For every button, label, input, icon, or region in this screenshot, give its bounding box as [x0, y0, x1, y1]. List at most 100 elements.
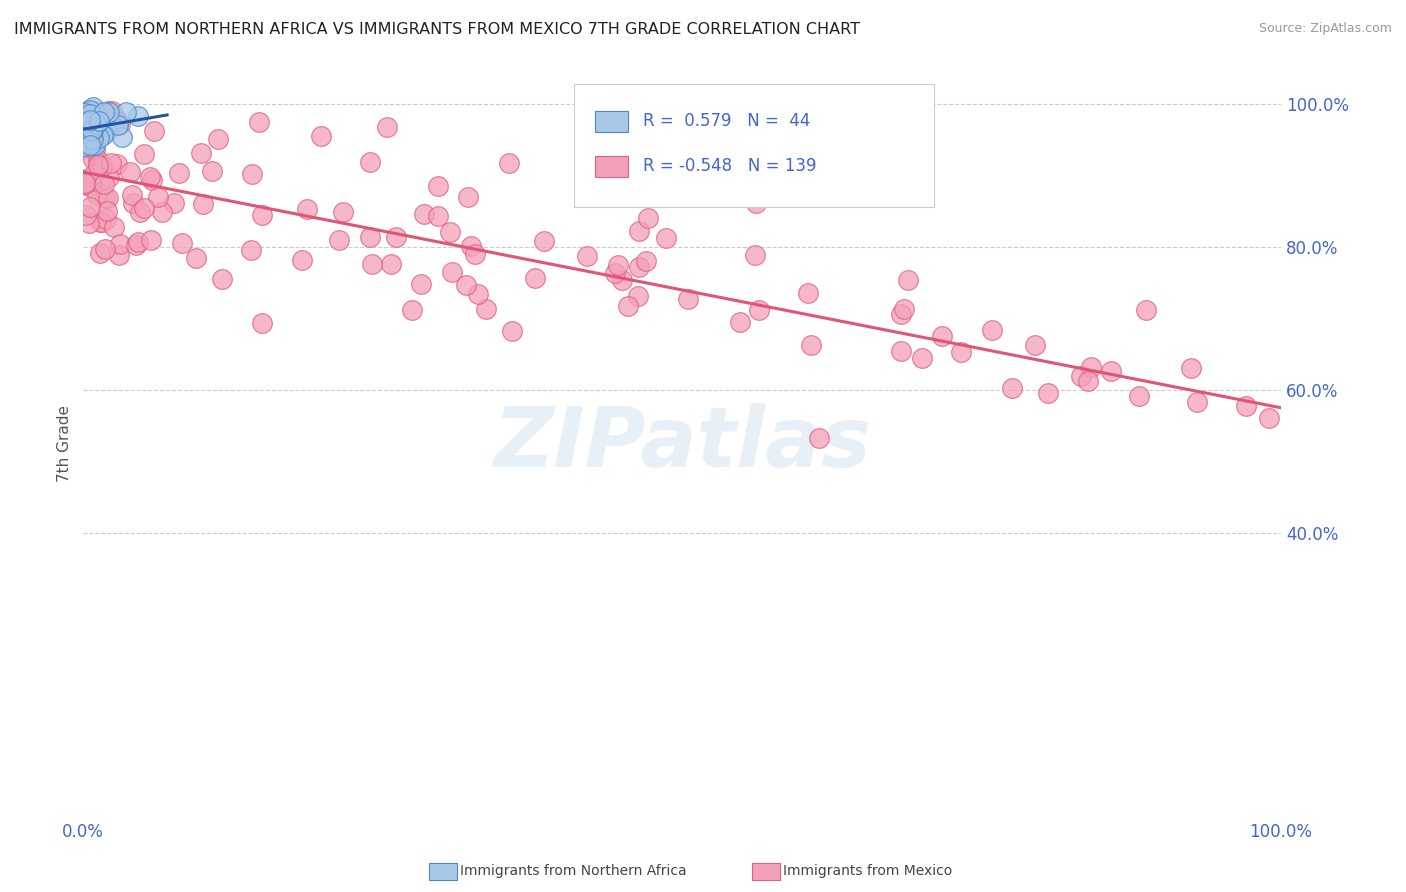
Point — [655, 231, 678, 245]
Point — [77, 179, 100, 194]
Point — [103, 219, 125, 234]
Point — [80, 174, 103, 188]
Point — [533, 234, 555, 248]
Point — [748, 302, 770, 317]
Point — [79, 137, 101, 152]
Point — [1185, 395, 1208, 409]
Point — [150, 204, 173, 219]
Point — [501, 324, 523, 338]
Text: Source: ZipAtlas.com: Source: ZipAtlas.com — [1258, 22, 1392, 36]
Point — [141, 173, 163, 187]
Text: R =  0.579   N =  44: R = 0.579 N = 44 — [643, 112, 810, 130]
Point — [76, 113, 98, 128]
Point — [464, 246, 486, 260]
Point — [96, 203, 118, 218]
Point — [82, 136, 104, 151]
Point — [426, 179, 449, 194]
Point — [73, 105, 96, 120]
Point — [118, 164, 141, 178]
Point — [411, 277, 433, 291]
Point — [170, 236, 193, 251]
Point — [475, 301, 498, 316]
Point — [91, 160, 114, 174]
Point — [617, 299, 640, 313]
Point — [309, 128, 332, 143]
Point — [125, 237, 148, 252]
Point — [385, 230, 408, 244]
Point — [77, 123, 100, 137]
Point — [94, 122, 117, 136]
Point — [79, 120, 101, 135]
FancyBboxPatch shape — [574, 84, 934, 207]
Point — [163, 196, 186, 211]
Point — [93, 178, 115, 192]
Point — [728, 314, 751, 328]
Point — [110, 236, 132, 251]
Point — [82, 132, 104, 146]
Point — [82, 100, 104, 114]
Point — [627, 224, 650, 238]
Point — [111, 129, 134, 144]
Point — [87, 158, 110, 172]
Point — [1077, 374, 1099, 388]
Point — [1038, 385, 1060, 400]
Point — [121, 188, 143, 202]
Point — [207, 132, 229, 146]
Point — [89, 131, 111, 145]
Point — [103, 110, 125, 124]
Point — [1135, 302, 1157, 317]
Point — [637, 211, 659, 226]
Point — [138, 169, 160, 184]
Point — [1070, 369, 1092, 384]
Point — [361, 257, 384, 271]
Point — [931, 328, 953, 343]
Point — [76, 140, 98, 154]
Point — [401, 302, 423, 317]
Point — [107, 118, 129, 132]
Point — [380, 257, 402, 271]
Point — [1099, 364, 1122, 378]
Point — [610, 272, 633, 286]
Point — [97, 191, 120, 205]
Point — [911, 351, 934, 365]
Point — [76, 123, 98, 137]
Point — [100, 156, 122, 170]
Point — [86, 188, 108, 202]
Y-axis label: 7th Grade: 7th Grade — [58, 405, 72, 482]
Text: Immigrants from Mexico: Immigrants from Mexico — [783, 864, 952, 879]
Point — [427, 210, 450, 224]
Point — [467, 287, 489, 301]
Point — [797, 285, 820, 300]
Point — [142, 124, 165, 138]
Point — [110, 117, 132, 131]
Point — [890, 307, 912, 321]
Text: IMMIGRANTS FROM NORTHERN AFRICA VS IMMIGRANTS FROM MEXICO 7TH GRADE CORRELATION : IMMIGRANTS FROM NORTHERN AFRICA VS IMMIG… — [14, 22, 860, 37]
Point — [107, 157, 129, 171]
Bar — [595, 111, 628, 131]
Point — [83, 142, 105, 156]
Point — [83, 128, 105, 142]
Point — [627, 289, 650, 303]
Point — [82, 153, 104, 167]
Point — [83, 104, 105, 119]
Point — [1234, 400, 1257, 414]
Point — [91, 128, 114, 142]
Point — [981, 323, 1004, 337]
Point — [441, 265, 464, 279]
Text: Immigrants from Northern Africa: Immigrants from Northern Africa — [460, 864, 686, 879]
Point — [169, 166, 191, 180]
Point — [79, 104, 101, 119]
Point — [82, 130, 104, 145]
Point — [89, 246, 111, 260]
Point — [98, 105, 121, 120]
Point — [129, 205, 152, 219]
Point — [90, 215, 112, 229]
Point — [82, 123, 104, 137]
Point — [75, 136, 97, 151]
Point — [105, 111, 128, 125]
Point — [83, 124, 105, 138]
Point — [127, 109, 149, 123]
Point — [359, 155, 381, 169]
Point — [94, 211, 117, 226]
Point — [1001, 381, 1024, 395]
